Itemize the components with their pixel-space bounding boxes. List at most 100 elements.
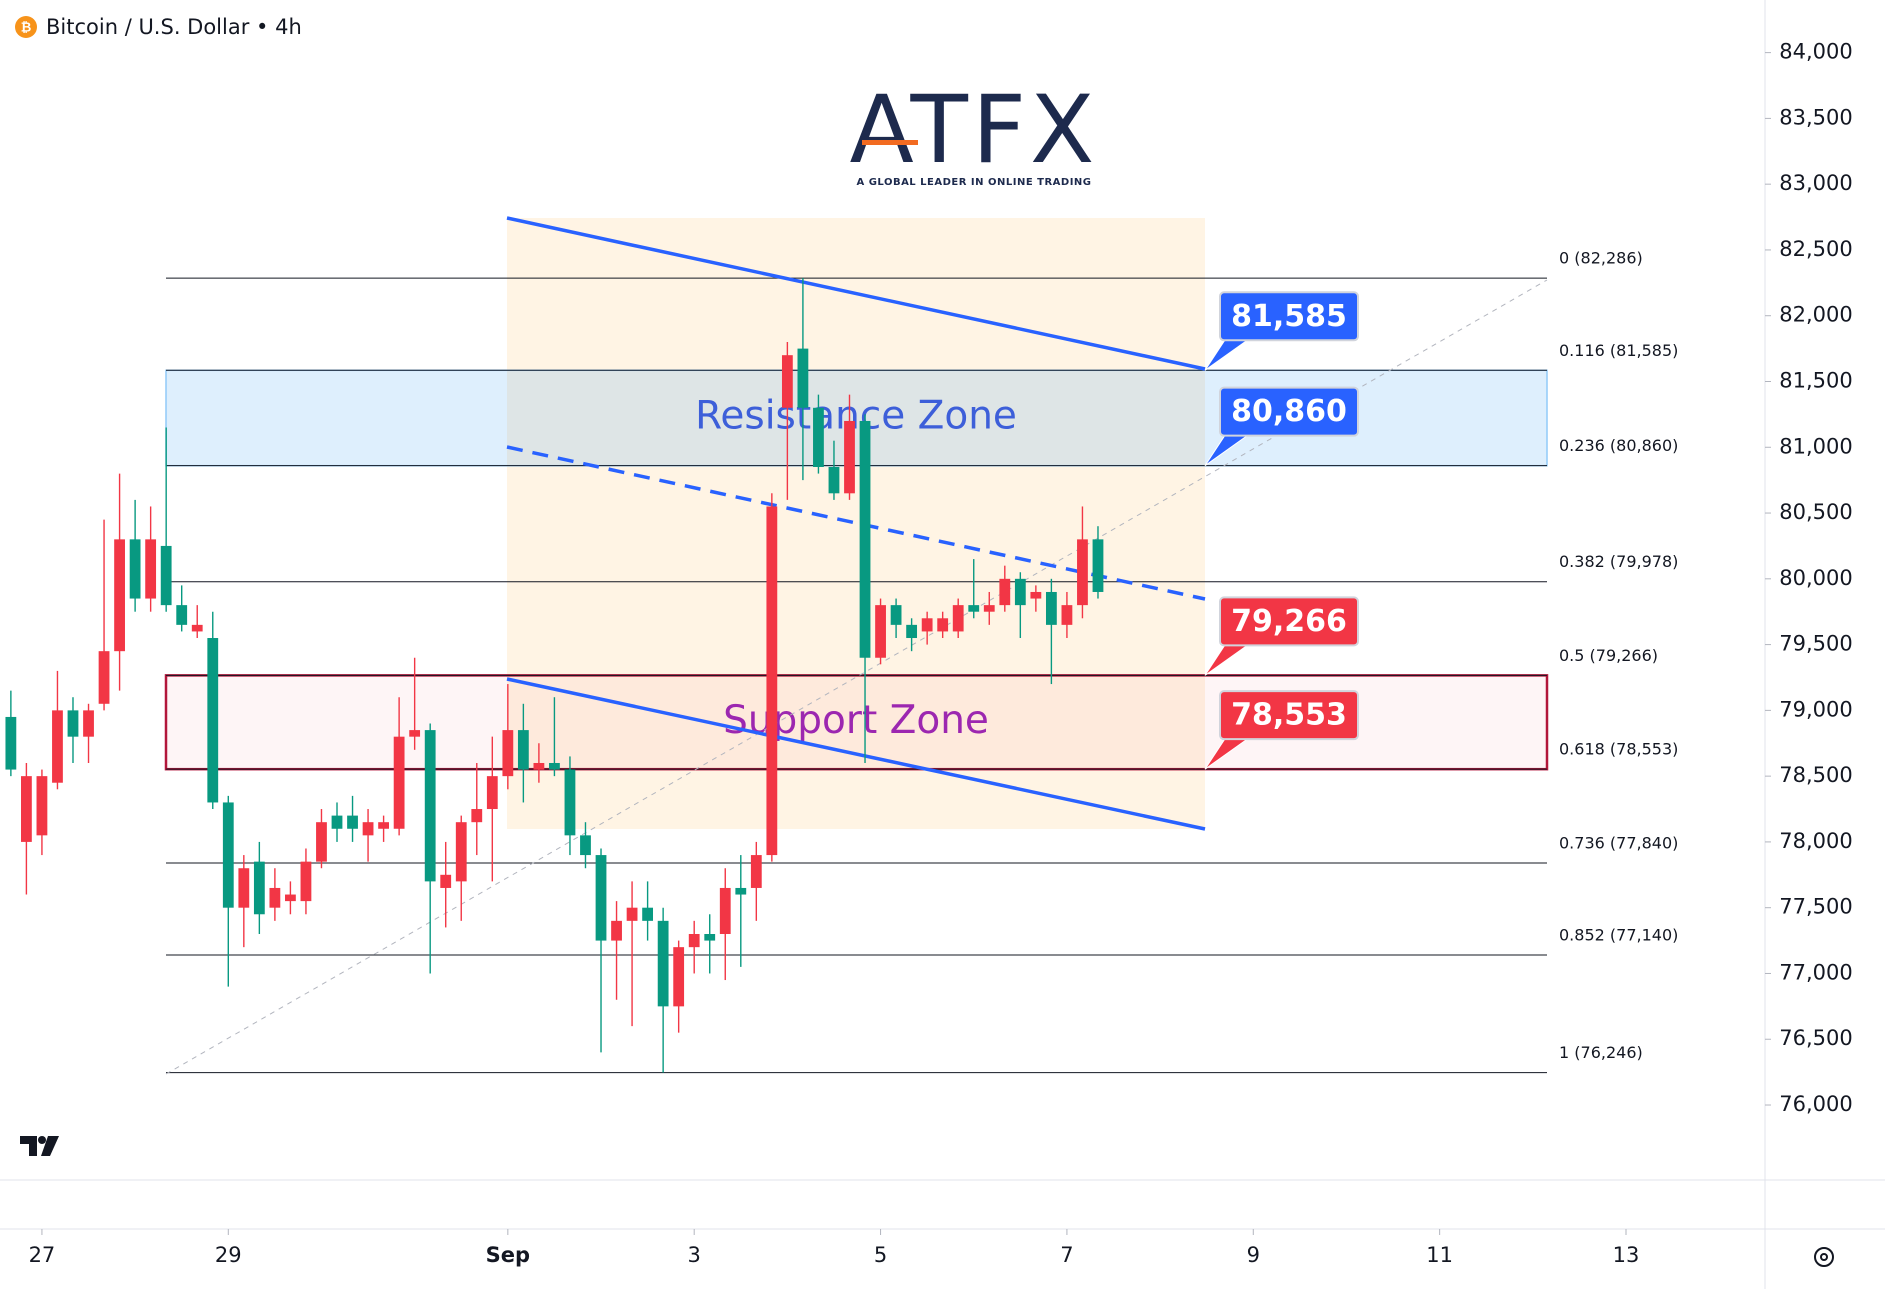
y-tick-label: 80,000 [1779, 566, 1852, 590]
candle-body [114, 539, 125, 652]
fib-label: 0 (82,286) [1559, 249, 1643, 268]
logo-part [38, 1136, 46, 1144]
candle-body [766, 506, 778, 856]
main-layer: 76,000 76,500 77,000 77,500 78,000 78,500 79,0… [5, 40, 1853, 1267]
candle-body [424, 730, 436, 882]
background-layer: Resistance Zone Support Zone 0 (82,286) 0.1… [164, 216, 1678, 1075]
candle-body [1061, 605, 1073, 625]
fib-label: 1 (76,246) [1559, 1043, 1643, 1062]
fib-label: 0.618 (78,553) [1559, 740, 1678, 759]
logo-part [41, 1136, 59, 1156]
candle-body [704, 934, 716, 941]
channel-shade [507, 218, 1205, 829]
candle-body [595, 855, 607, 941]
settings-ring[interactable] [1814, 1247, 1834, 1267]
candle-body [533, 762, 545, 770]
watermark-tagline: A GLOBAL LEADER IN ONLINE TRADING [857, 177, 1092, 188]
candle-body [160, 545, 172, 606]
candle-body [828, 467, 840, 494]
candle-body [269, 887, 281, 908]
candle-body [98, 651, 110, 704]
settings-icon[interactable] [1814, 1247, 1834, 1267]
callout-label: 81,585 [1231, 299, 1347, 334]
candle-body [455, 822, 467, 882]
candle-body [750, 855, 762, 888]
candle-body [285, 894, 296, 902]
candle-body [797, 348, 809, 408]
candle-body [642, 907, 654, 921]
watermark-accent [862, 140, 918, 145]
candle-body [611, 920, 622, 941]
y-tick-label: 83,500 [1779, 105, 1852, 129]
x-tick-label: 29 [215, 1243, 242, 1267]
candle-body [1092, 539, 1104, 592]
candle-body [409, 730, 421, 737]
y-tick-label: 79,500 [1779, 632, 1852, 656]
candle-body [331, 815, 343, 829]
x-tick-label: 27 [29, 1243, 56, 1267]
candle-body [5, 716, 17, 770]
candle-body [968, 605, 980, 612]
candle-body [1030, 591, 1042, 599]
candle-body [564, 769, 576, 836]
candle-body [549, 762, 560, 770]
chart-title: Bitcoin / U.S. Dollar • 4h [46, 15, 302, 39]
candle-body [222, 802, 234, 908]
candle-body [316, 822, 327, 862]
settings-core[interactable] [1820, 1253, 1828, 1261]
candle-body [36, 776, 48, 836]
callout-label: 79,266 [1231, 604, 1347, 639]
candle-body [859, 420, 871, 658]
bitcoin-icon-glyph: ₿ [21, 21, 32, 36]
x-tick-label: 3 [688, 1243, 701, 1267]
callout-box [1219, 291, 1359, 342]
x-tick-label: Sep [486, 1243, 530, 1267]
callout-box [1219, 690, 1359, 741]
candle-body [347, 815, 358, 829]
y-tick-label: 79,000 [1779, 697, 1852, 721]
candle-body [502, 730, 514, 777]
candle-body [626, 907, 638, 921]
y-tick-label: 81,000 [1779, 434, 1852, 458]
channel-mid [506, 445, 1206, 601]
fib-label: 0.736 (77,840) [1559, 833, 1678, 852]
candle-body [207, 638, 219, 803]
candle-body [52, 710, 63, 783]
callout-label: 78,553 [1231, 698, 1347, 733]
zone-label: Resistance Zone [695, 393, 1017, 438]
candle-body [813, 407, 824, 468]
y-tick-label: 82,500 [1779, 237, 1852, 261]
candle-body [300, 861, 312, 902]
y-tick-label: 84,000 [1779, 40, 1852, 64]
fib-label: 0.852 (77,140) [1559, 926, 1678, 945]
candle-body [21, 776, 32, 842]
candle-body [906, 624, 918, 639]
candle-body [688, 934, 700, 948]
candle-body [673, 947, 685, 1007]
candle-body [440, 874, 452, 888]
candle-body [253, 861, 265, 915]
y-tick-label: 78,500 [1779, 763, 1852, 787]
y-tick-label: 80,500 [1779, 500, 1852, 524]
candle-body [937, 618, 949, 632]
candle-body [844, 420, 855, 494]
y-tick-label: 82,000 [1779, 303, 1852, 327]
candle-body [657, 920, 669, 1007]
bitcoin-icon [15, 16, 37, 38]
callout-box [1219, 596, 1359, 647]
candle-body [378, 822, 389, 829]
candle-body [1045, 591, 1057, 625]
candle-body [983, 605, 995, 612]
candle-body [145, 539, 157, 599]
fib-label: 0.5 (79,266) [1559, 646, 1658, 665]
channel-lower [506, 677, 1206, 831]
candle-body [1014, 578, 1026, 606]
candle-body [486, 776, 498, 810]
tradingview-logo [20, 1136, 59, 1156]
fib-label: 0.382 (79,978) [1559, 552, 1678, 571]
x-tick-label: 11 [1426, 1243, 1453, 1267]
x-tick-label: 9 [1247, 1243, 1260, 1267]
candle-body [471, 809, 483, 823]
x-tick-label: 7 [1060, 1243, 1073, 1267]
